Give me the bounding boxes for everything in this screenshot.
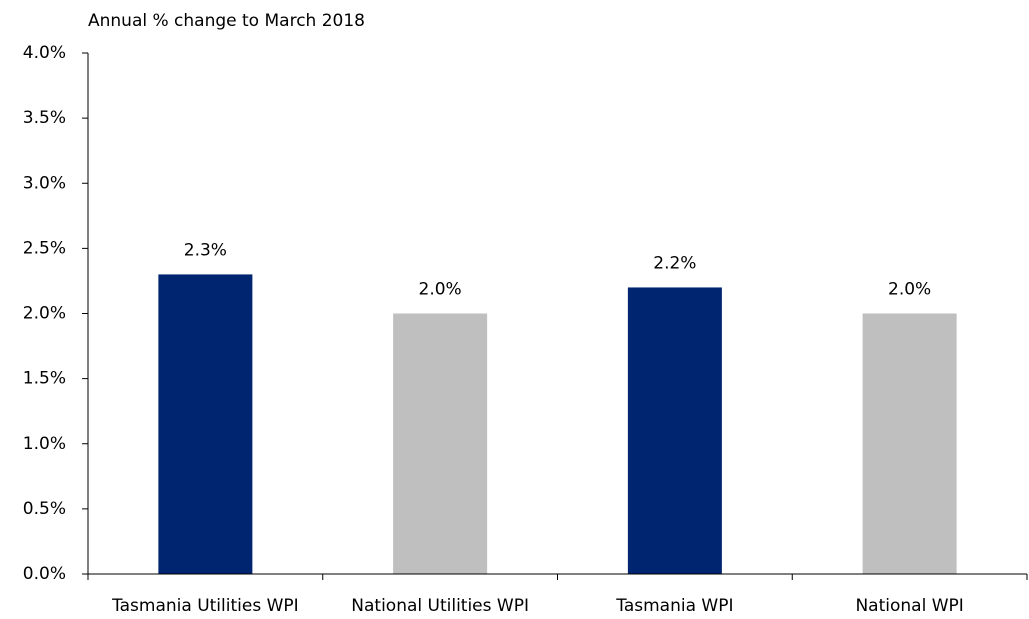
data-label: 2.0% [888, 280, 931, 300]
y-tick-label: 0.0% [23, 564, 66, 584]
y-tick-label: 3.5% [23, 108, 66, 128]
y-tick-label: 1.0% [23, 434, 66, 454]
data-label: 2.3% [184, 240, 227, 260]
bar [627, 287, 722, 574]
y-tick-label: 0.5% [23, 499, 66, 519]
x-tick-label: Tasmania Utilities WPI [111, 596, 299, 616]
bar [393, 313, 488, 574]
data-label: 2.0% [419, 280, 462, 300]
x-tick-label: National WPI [855, 596, 963, 616]
data-label: 2.2% [653, 253, 696, 273]
x-tick-label: Tasmania WPI [615, 596, 733, 616]
bar [862, 313, 957, 574]
bar [158, 274, 253, 574]
y-tick-label: 2.0% [23, 304, 66, 324]
y-tick-label: 1.5% [23, 369, 66, 389]
chart-title: Annual % change to March 2018 [88, 11, 365, 31]
y-tick-label: 2.5% [23, 238, 66, 258]
x-tick-label: National Utilities WPI [351, 596, 529, 616]
y-tick-label: 4.0% [23, 43, 66, 63]
y-tick-label: 3.0% [23, 173, 66, 193]
